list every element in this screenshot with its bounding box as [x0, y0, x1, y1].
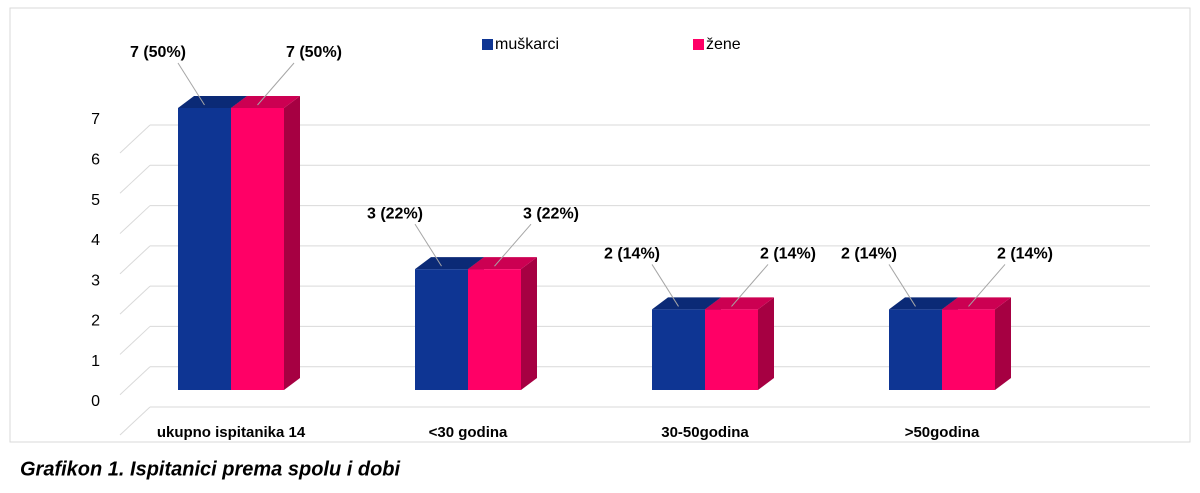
value-label: 3 (22%)	[523, 205, 579, 222]
bar	[231, 108, 284, 390]
leader-line	[414, 223, 442, 267]
bar	[652, 309, 705, 390]
bar-top	[652, 297, 721, 310]
y-tick-label: 0	[91, 393, 100, 410]
x-tick-label: ukupno ispitanika 14	[157, 424, 306, 441]
bar-side	[758, 297, 774, 390]
bar-top	[231, 96, 300, 108]
caption: Grafikon 1. Ispitanici prema spolu i dob…	[20, 458, 401, 480]
y-tick-label: 3	[91, 272, 100, 289]
legend-swatch	[693, 39, 704, 50]
value-label: 2 (14%)	[604, 246, 660, 263]
value-label: 2 (14%)	[760, 246, 816, 263]
value-label: 2 (14%)	[841, 246, 897, 263]
y-tick-label: 5	[91, 192, 100, 209]
grid-side	[119, 406, 151, 436]
grid-side	[119, 205, 151, 234]
value-label: 3 (22%)	[367, 205, 423, 222]
grid-side	[119, 285, 151, 315]
bar	[889, 309, 942, 390]
y-tick-label: 7	[91, 111, 100, 128]
leader-line	[494, 223, 532, 267]
bar	[178, 108, 231, 390]
legend-swatch	[482, 39, 493, 50]
y-tick-label: 2	[91, 313, 100, 330]
bar-side	[284, 96, 300, 390]
leader-line	[888, 264, 916, 307]
grid-side	[119, 326, 151, 355]
grid-side	[119, 245, 151, 275]
leader-line	[968, 264, 1006, 307]
bar-side	[995, 297, 1011, 390]
bar-top	[889, 297, 958, 310]
bar-top	[415, 257, 484, 270]
x-tick-label: 30-50godina	[661, 424, 749, 441]
y-tick-label: 1	[91, 353, 100, 370]
leader-line	[257, 62, 295, 106]
leader-line	[651, 264, 679, 307]
value-label: 7 (50%)	[286, 44, 342, 61]
bar-top	[942, 297, 1011, 310]
value-label: 2 (14%)	[997, 246, 1053, 263]
x-tick-label: >50godina	[905, 424, 980, 441]
y-tick-label: 6	[91, 152, 100, 169]
leader-line	[731, 264, 769, 307]
bar	[942, 309, 995, 390]
bar	[468, 269, 521, 390]
grid-side	[119, 366, 151, 396]
bar	[705, 309, 758, 390]
x-tick-label: <30 godina	[429, 424, 508, 441]
bar-top	[705, 297, 774, 310]
leader-line	[177, 62, 205, 106]
bar	[415, 269, 468, 390]
grid-side	[119, 124, 151, 154]
bar-top	[178, 96, 247, 108]
legend-label: žene	[706, 36, 741, 53]
value-label: 7 (50%)	[130, 44, 186, 61]
legend-label: muškarci	[495, 36, 559, 53]
bar-top	[468, 257, 537, 270]
y-tick-label: 4	[91, 232, 100, 249]
bar-side	[521, 257, 537, 390]
grid-side	[119, 164, 151, 194]
